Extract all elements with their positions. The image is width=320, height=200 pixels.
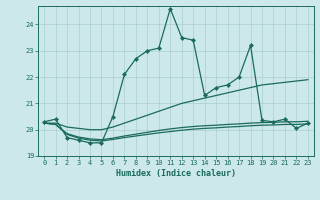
X-axis label: Humidex (Indice chaleur): Humidex (Indice chaleur) [116,169,236,178]
